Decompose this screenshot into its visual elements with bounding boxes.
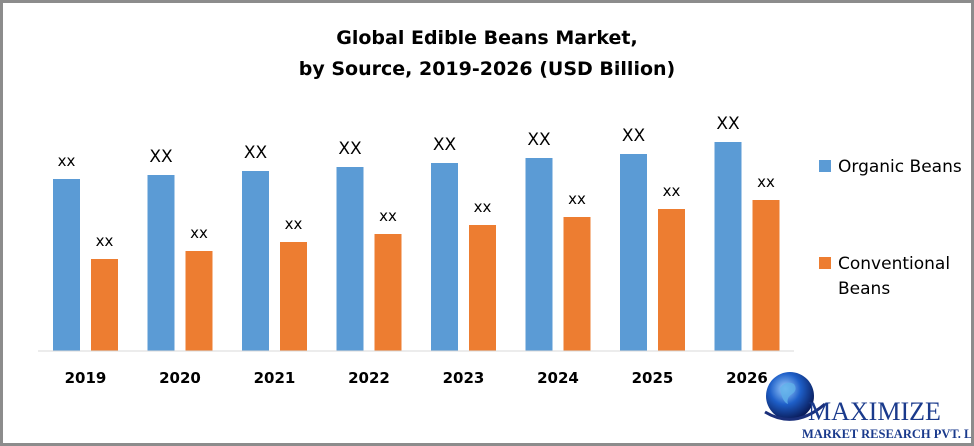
data-label-organic-2021: XX [244,143,268,163]
data-label-conventional-2019: xx [96,232,114,250]
logo-name: MAXIMIZE [808,397,941,426]
bar-organic-2022 [336,167,364,351]
data-label-organic-2019: xx [58,152,76,170]
bar-conventional-2021 [280,242,307,351]
legend: Organic Beans Conventional Beans [819,157,962,299]
x-tick-label-2019: 2019 [65,369,107,387]
x-tick-label-2021: 2021 [254,369,296,387]
data-label-organic-2020: XX [149,147,173,167]
x-tick-label-2022: 2022 [348,369,390,387]
x-tick-label-2023: 2023 [443,369,485,387]
data-label-organic-2025: XX [622,126,646,146]
bar-conventional-2026 [752,200,780,351]
bar-conventional-2023 [469,225,496,351]
x-tick-label-2025: 2025 [632,369,674,387]
data-label-organic-2024: XX [527,130,551,150]
data-label-conventional-2021: xx [285,215,303,233]
data-label-organic-2026: XX [716,114,740,134]
data-label-organic-2022: XX [338,139,362,159]
data-label-organic-2023: XX [433,135,457,155]
x-tick-label-2020: 2020 [159,369,201,387]
data-label-conventional-2022: xx [379,207,397,225]
legend-swatch-conventional [819,257,831,269]
bar-organic-2020 [147,175,175,351]
bar-conventional-2024 [563,217,591,351]
bar-chart: Global Edible Beans Market, by Source, 2… [38,27,971,441]
bar-organic-2025 [620,154,647,351]
data-label-conventional-2025: xx [663,182,681,200]
bar-conventional-2019 [91,259,118,351]
bar-organic-2021 [242,171,269,351]
globe-icon [766,372,814,420]
x-tick-label-2026: 2026 [726,369,768,387]
data-label-conventional-2020: xx [190,224,208,242]
bar-conventional-2025 [658,209,685,351]
maximize-logo: MAXIMIZE MARKET RESEARCH PVT. LTD. [764,372,971,441]
x-tick-label-2024: 2024 [537,369,579,387]
legend-label-conventional: Conventional Beans [838,254,950,299]
logo-tagline: MARKET RESEARCH PVT. LTD. [802,427,971,441]
bar-organic-2019 [53,179,80,351]
bar-conventional-2020 [185,251,213,351]
chart-subtitle: by Source, 2019-2026 (USD Billion) [299,58,675,80]
bar-organic-2023 [431,163,458,351]
legend-label-organic: Organic Beans [838,157,962,177]
chart-title: Global Edible Beans Market, [336,27,637,49]
bar-conventional-2022 [374,234,402,351]
bar-organic-2026 [714,142,742,351]
data-label-conventional-2026: xx [757,173,775,191]
data-label-conventional-2023: xx [474,198,492,216]
data-label-conventional-2024: xx [568,190,586,208]
legend-swatch-organic [819,160,831,172]
bar-organic-2024 [525,158,553,351]
